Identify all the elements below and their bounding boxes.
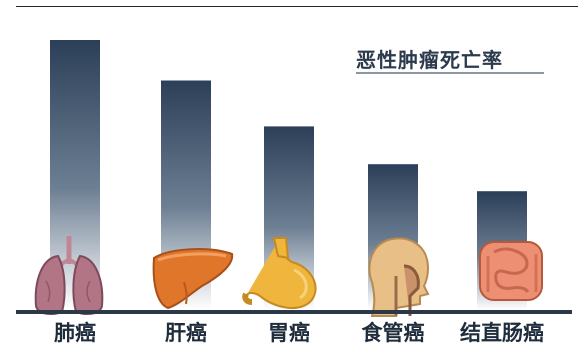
- liver-icon: [152, 248, 234, 310]
- category-label-4: 食管癌: [362, 321, 425, 345]
- stomach-icon: [242, 237, 317, 310]
- category-label-1: 肺癌: [54, 321, 96, 345]
- category-labels: 肺癌 肝癌 胃癌 食管癌 结直肠癌: [54, 321, 544, 345]
- head-esophagus-icon: [368, 237, 430, 317]
- intestine-icon: [479, 241, 543, 301]
- x-axis-baseline: [16, 310, 572, 314]
- top-divider: [16, 6, 578, 7]
- title-underline: [356, 72, 544, 74]
- category-label-3: 胃癌: [268, 321, 310, 345]
- category-label-2: 肝癌: [165, 321, 207, 345]
- chart-title: 恶性肿瘤死亡率: [356, 48, 503, 72]
- lungs-icon: [34, 236, 104, 315]
- category-label-5: 结直肠癌: [460, 321, 544, 345]
